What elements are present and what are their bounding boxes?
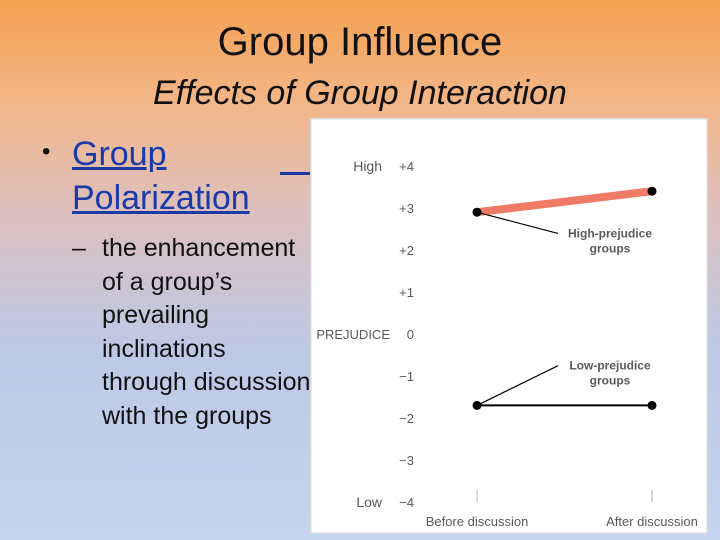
slide-title: Group Influence (217, 20, 503, 64)
y-tick-label: +2 (399, 243, 414, 258)
data-point (647, 186, 657, 196)
y-axis-label: PREJUDICE (316, 327, 390, 342)
group-polarization-link[interactable]: Group Polarization (72, 135, 250, 217)
y-high-label: High (353, 158, 382, 174)
series-line (473, 187, 656, 217)
y-tick-label: −3 (399, 453, 414, 468)
annotation-label: High-prejudice (568, 226, 652, 240)
chart-svg: +4 +3 +2 +1 0 −1 −2 −3 −4 High Low PREJUDICE Before … (310, 118, 708, 534)
annotation-leader-line (476, 365, 559, 406)
x-tick-label: Before discussion (426, 514, 529, 529)
y-tick-label: +4 (399, 159, 414, 174)
annotation-label: groups (590, 241, 631, 255)
y-tick-label: −2 (399, 411, 414, 426)
x-tick-label: After discussion (606, 514, 698, 529)
bullet-dot-icon: • (42, 138, 51, 165)
y-tick-label: +3 (399, 201, 414, 216)
sub-bullet-dash: – (72, 234, 86, 262)
y-tick-label: −4 (399, 495, 414, 510)
y-tick-label: +1 (399, 285, 414, 300)
y-tick-label: 0 (407, 327, 414, 342)
y-tick-label: −1 (399, 369, 414, 384)
chart-frame (310, 118, 708, 534)
annotation-label: Low-prejudice (569, 359, 651, 373)
annotation-leader-line (476, 211, 559, 234)
y-low-label: Low (356, 494, 383, 510)
polarization-chart: +4 +3 +2 +1 0 −1 −2 −3 −4 High Low PREJUDICE Before … (310, 118, 708, 534)
sub-bullet-text: the enhancement of a group’s prevailing … (102, 234, 311, 430)
slide-subtitle: Effects of Group Interaction (153, 74, 567, 112)
annotation-label: groups (590, 374, 631, 388)
data-point (647, 400, 657, 410)
